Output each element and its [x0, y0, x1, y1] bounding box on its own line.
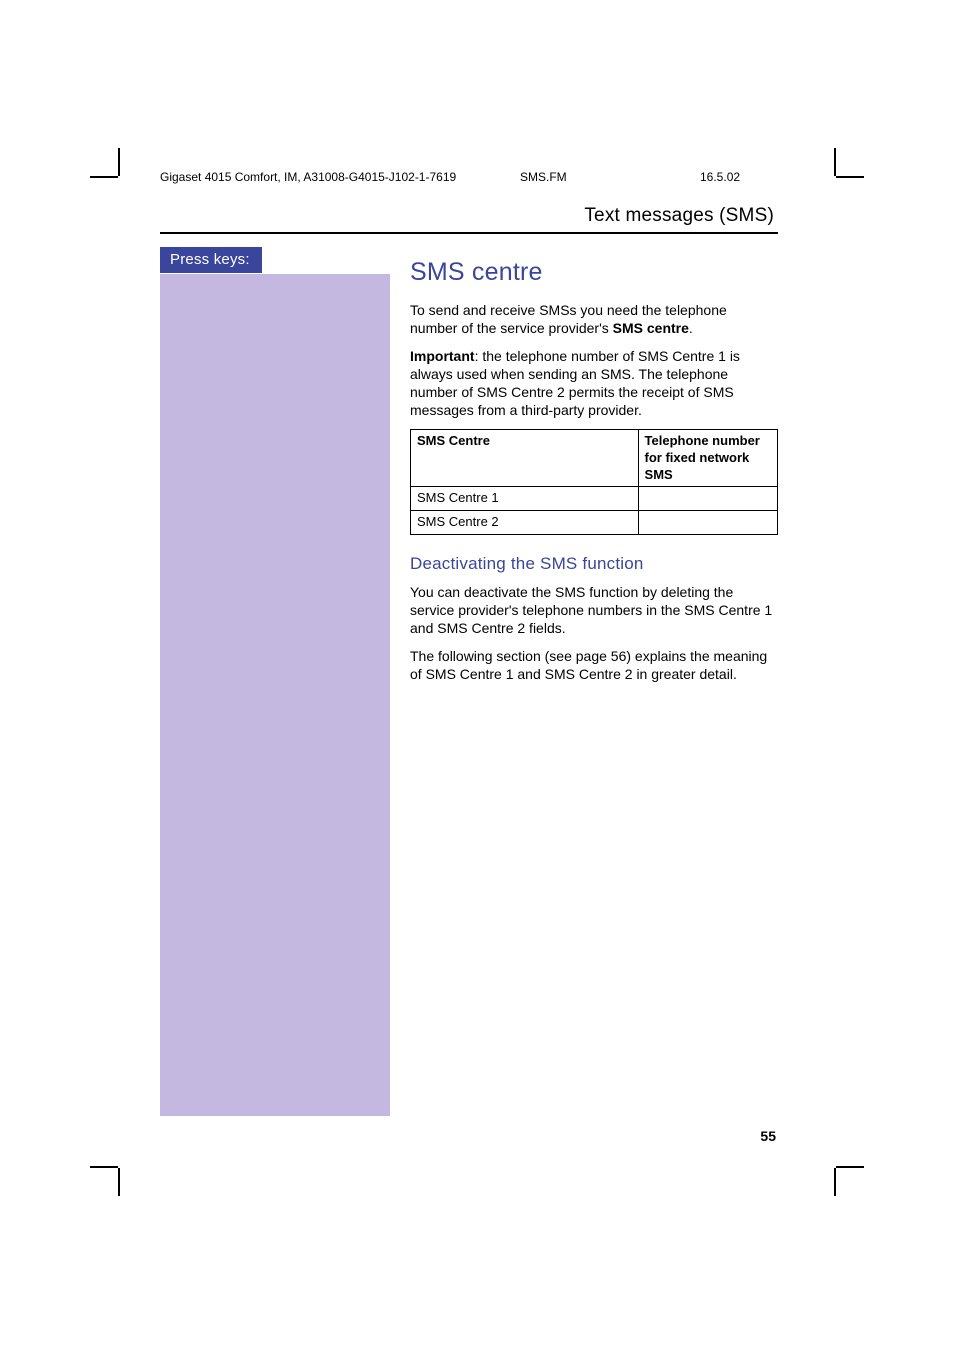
- text-run-bold: Important: [410, 348, 475, 364]
- table-cell: SMS Centre 2: [411, 510, 639, 534]
- sms-centre-table: SMS Centre Telephone number for fixed ne…: [410, 429, 778, 534]
- heading-sms-centre: SMS centre: [410, 256, 778, 288]
- crop-mark: [118, 148, 120, 176]
- sidebar-heading: Press keys:: [160, 247, 262, 273]
- crop-mark: [834, 1168, 836, 1196]
- table-cell: [638, 487, 777, 511]
- table-cell: SMS Centre 1: [411, 487, 639, 511]
- table-header-row: SMS Centre Telephone number for fixed ne…: [411, 430, 778, 487]
- crop-mark: [90, 176, 118, 178]
- main-content: SMS centre To send and receive SMSs you …: [410, 256, 778, 694]
- heading-deactivating: Deactivating the SMS function: [410, 553, 778, 575]
- crop-mark: [90, 1166, 118, 1168]
- table-row: SMS Centre 1: [411, 487, 778, 511]
- text-run: .: [689, 320, 693, 336]
- table-row: SMS Centre 2: [411, 510, 778, 534]
- header-date: 16.5.02: [700, 170, 800, 184]
- paragraph-deactivate: You can deactivate the SMS function by d…: [410, 584, 778, 638]
- header-doc-id: Gigaset 4015 Comfort, IM, A31008-G4015-J…: [160, 170, 520, 184]
- table-header-cell: Telephone number for fixed network SMS: [638, 430, 777, 487]
- sidebar-background: [160, 274, 390, 1116]
- page-header: Gigaset 4015 Comfort, IM, A31008-G4015-J…: [160, 170, 800, 184]
- table-header-cell: SMS Centre: [411, 430, 639, 487]
- paragraph-important: Important: the telephone number of SMS C…: [410, 348, 778, 420]
- text-run-bold: SMS centre: [613, 320, 689, 336]
- crop-mark: [836, 176, 864, 178]
- header-filename: SMS.FM: [520, 170, 700, 184]
- crop-mark: [118, 1168, 120, 1196]
- crop-mark: [836, 1166, 864, 1168]
- table-cell: [638, 510, 777, 534]
- horizontal-rule: [160, 232, 778, 234]
- section-title: Text messages (SMS): [584, 205, 774, 227]
- paragraph-intro: To send and receive SMSs you need the te…: [410, 302, 778, 338]
- paragraph-following: The following section (see page 56) expl…: [410, 648, 778, 684]
- page-number: 55: [760, 1128, 776, 1144]
- crop-mark: [834, 148, 836, 176]
